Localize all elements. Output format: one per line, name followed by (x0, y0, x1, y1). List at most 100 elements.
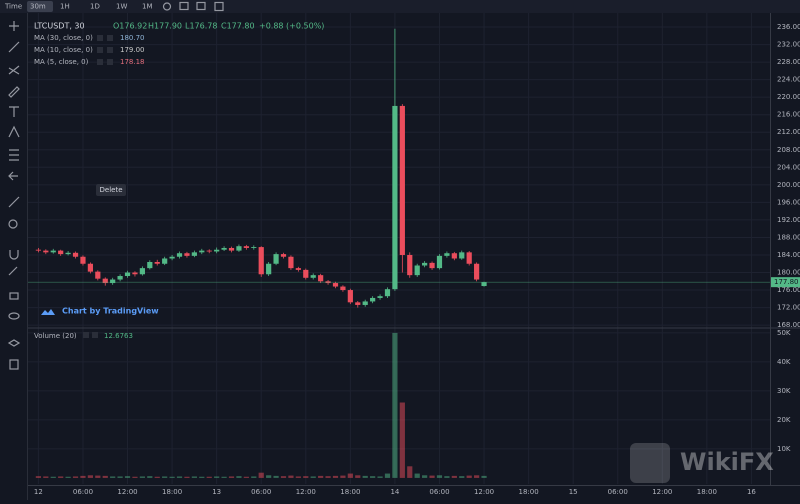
crosshair-icon[interactable] (9, 21, 19, 31)
volume-bar (251, 476, 257, 478)
candle-body (451, 253, 457, 259)
candle-body (154, 261, 160, 264)
candle-body (50, 250, 56, 253)
measure-icon[interactable] (8, 196, 20, 208)
volume-bar (377, 476, 383, 478)
tooltip-box (96, 184, 126, 196)
candle-body (132, 272, 138, 275)
text-icon[interactable] (9, 106, 19, 117)
volume-bar (117, 476, 123, 478)
indicators-icon[interactable] (196, 1, 206, 11)
volume-bar (124, 476, 131, 478)
close-toggle[interactable] (107, 59, 113, 65)
prediction-icon[interactable] (9, 149, 19, 161)
volume-bar (228, 476, 235, 478)
volume-bar (162, 476, 168, 478)
volume-bar (132, 476, 138, 478)
volume-bar (347, 473, 353, 478)
candle-body (481, 282, 487, 287)
eye-toggle[interactable] (83, 332, 89, 338)
x-tick-label: 12:00 (652, 488, 672, 496)
pattern-icon[interactable] (8, 125, 20, 138)
y-tick-label: 236.00 (777, 23, 800, 31)
candle-body (280, 254, 287, 257)
plot (28, 28, 770, 478)
y-tick-label: 184.00 (777, 251, 800, 259)
volume-bar (399, 402, 405, 478)
interval-active[interactable] (27, 1, 53, 12)
interval[interactable]: 1D (90, 3, 100, 11)
candle-body (377, 296, 383, 298)
candle-body (228, 247, 235, 251)
volume-bar (258, 472, 264, 478)
interval[interactable]: 1M (142, 3, 153, 11)
y-tick-label: 180.00 (777, 269, 800, 277)
draw-mode-icon[interactable] (8, 266, 18, 276)
candle-body (318, 275, 324, 282)
candle-body (466, 252, 472, 264)
y-tick-label: 176.00 (777, 286, 800, 294)
back-icon[interactable] (8, 171, 18, 181)
trash-icon[interactable] (9, 359, 19, 370)
line-icon[interactable] (8, 41, 20, 53)
axes: 12 06:00 12:00 18:00 13 06:00 12:00 18:00 14 06:0… (34, 23, 800, 496)
volume-bar (72, 476, 79, 478)
ohlc-open: O176.92 (113, 22, 147, 31)
candle-body (370, 297, 376, 302)
lock-icon[interactable] (9, 292, 19, 300)
candle-body (347, 290, 353, 303)
save-icon[interactable] (214, 1, 224, 12)
close-toggle[interactable] (107, 47, 113, 53)
candle-body (288, 256, 294, 269)
candle-body (206, 250, 212, 252)
volume-bar (154, 476, 160, 478)
interval[interactable]: 30m (30, 3, 46, 11)
zoom-icon[interactable] (8, 219, 18, 229)
interval[interactable]: 1W (116, 3, 127, 11)
y-tick-label: 212.00 (777, 128, 800, 136)
candle-body (340, 286, 346, 291)
volume-bar (184, 476, 190, 478)
brush-icon[interactable] (8, 86, 20, 98)
candle-body (295, 268, 301, 270)
y-tick-label: 172.00 (777, 304, 800, 312)
eye-toggle[interactable] (97, 59, 103, 65)
volume-bar (451, 475, 457, 478)
eye-icon[interactable] (8, 312, 20, 320)
volume-bar (273, 475, 279, 478)
close-toggle[interactable] (107, 35, 113, 41)
y-tick-label: 216.00 (777, 111, 800, 119)
settings-icon[interactable] (162, 2, 172, 11)
candle-body (273, 254, 279, 264)
x-tick-label: 18:00 (162, 488, 182, 496)
candle-body (35, 249, 41, 251)
volume-tick-label: 40K (777, 358, 791, 366)
candle-body (422, 262, 428, 266)
compare-icon[interactable] (179, 1, 189, 11)
ohlc-high: H177.90 (148, 22, 182, 31)
volume-bar (236, 476, 242, 478)
volume-bar (414, 473, 420, 478)
last-price-tag (771, 277, 800, 288)
fib-icon[interactable] (8, 65, 20, 75)
interval[interactable]: 1H (60, 3, 70, 11)
candle-body (258, 247, 264, 275)
volume-bar (444, 476, 450, 478)
x-tick-label: 12:00 (117, 488, 137, 496)
candle-body (414, 265, 420, 276)
candle-body (429, 262, 435, 269)
volume-bar (474, 475, 480, 478)
layers-icon[interactable] (7, 339, 21, 347)
volume-bar (310, 476, 316, 478)
volume-bar (370, 476, 376, 478)
magnet-icon[interactable] (9, 250, 19, 260)
eye-toggle[interactable] (97, 47, 103, 53)
volume-bar (50, 476, 56, 478)
volume-bar (221, 476, 227, 478)
close-toggle[interactable] (92, 332, 98, 338)
eye-toggle[interactable] (97, 35, 103, 41)
tool-icons[interactable] (7, 21, 21, 370)
candle-body (266, 263, 272, 275)
left-toolbar (0, 13, 28, 500)
candle-body (80, 256, 86, 264)
